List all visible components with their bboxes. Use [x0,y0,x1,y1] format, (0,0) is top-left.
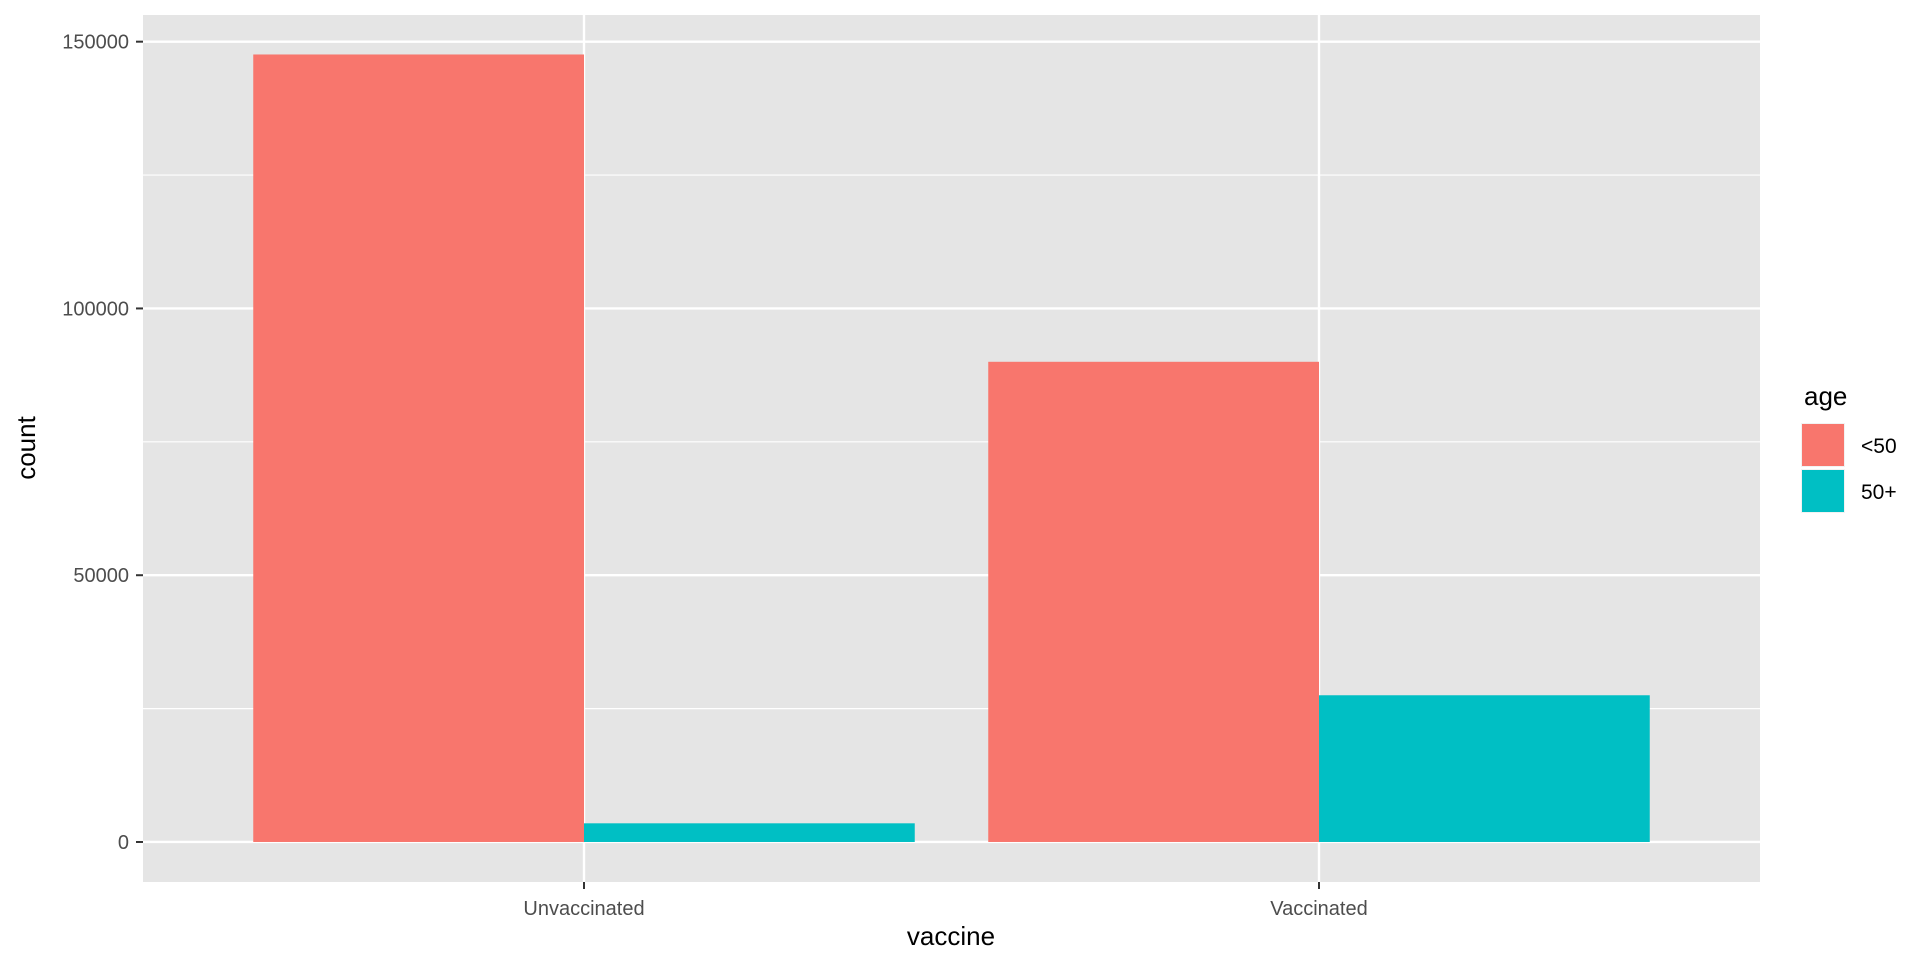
y-axis-title: count [11,415,41,479]
legend-label: 50+ [1861,481,1897,504]
y-tick-label: 0 [118,832,129,854]
legend-swatch [1802,424,1844,466]
y-tick-label: 100000 [62,298,129,320]
legend-swatch [1802,470,1844,512]
bar [988,361,1319,842]
legend-title: age [1804,381,1847,411]
x-tick-label: Vaccinated [1270,898,1367,920]
x-axis: Unvaccinated Vaccinated [523,882,1368,920]
bar [584,823,915,842]
x-axis-title: vaccine [907,921,995,951]
y-axis: 0 50000 100000 150000 [62,32,143,854]
y-tick-label: 50000 [73,565,129,587]
bars [253,54,1650,842]
bar [1319,695,1650,842]
y-tick-label: 150000 [62,32,129,54]
x-tick-label: Unvaccinated [523,898,644,920]
legend-label: <50 [1861,435,1897,458]
bar [253,54,584,842]
legend: age <50 50+ [1801,381,1897,513]
